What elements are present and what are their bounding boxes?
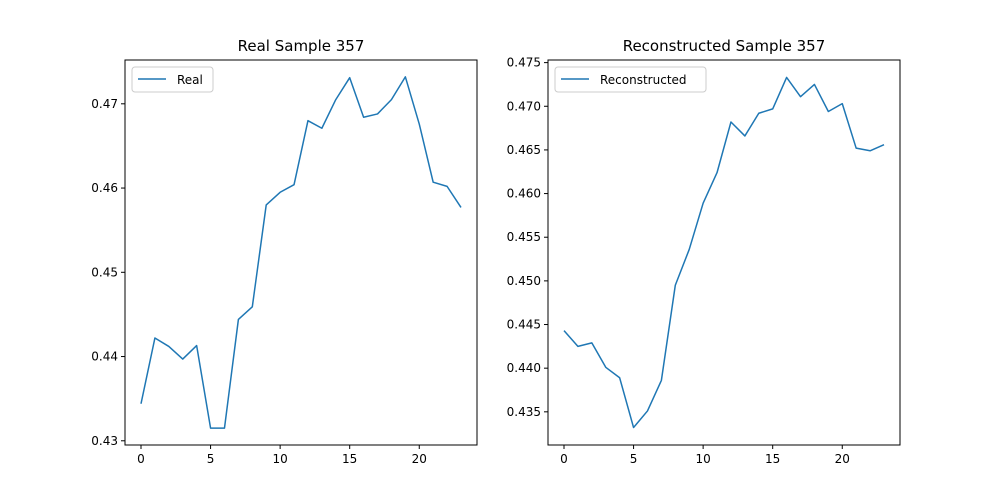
legend-label: Reconstructed [600,73,687,87]
y-tick-label: 0.470 [507,99,541,113]
y-tick-label: 0.465 [507,143,541,157]
legend-label: Real [177,73,203,87]
x-tick-label: 10 [272,452,287,466]
series-line [563,76,885,429]
y-tick-label: 0.450 [507,274,541,288]
y-tick-label: 0.44 [91,350,118,364]
x-tick-label: 0 [137,452,145,466]
y-tick-label: 0.475 [507,56,541,70]
y-tick-label: 0.43 [91,434,118,448]
y-tick-label: 0.440 [507,361,541,375]
y-tick-label: 0.47 [91,97,118,111]
legend-box [554,66,707,93]
y-tick-label: 0.445 [507,318,541,332]
y-tick-label: 0.455 [507,230,541,244]
x-tick-label: 15 [765,452,780,466]
plot-frame [547,59,901,446]
x-tick-label: 5 [630,452,638,466]
chart-reconstructed: Reconstructed Sample 357 0 5 10 15 20 0.435 0.… [507,37,901,466]
y-tick-label: 0.435 [507,405,541,419]
x-tick-label: 0 [560,452,568,466]
y-tick-label: 0.46 [91,181,118,195]
x-tick-label: 15 [342,452,357,466]
chart-title: Real Sample 357 [238,37,365,55]
legend-box [131,66,214,93]
x-tick-label: 20 [412,452,427,466]
x-tick-label: 5 [207,452,215,466]
series-line [140,76,462,429]
plot-frame [124,59,478,446]
legend: Real [131,66,214,93]
y-tick-label: 0.45 [91,265,118,279]
ticks-layer: 0 5 10 15 20 0.43 0.44 0.45 0.46 0.47 [91,97,427,466]
legend: Reconstructed [554,66,707,93]
chart-real: Real Sample 357 0 5 10 15 20 0.43 0.44 0.45 0.46… [91,37,478,466]
x-tick-label: 10 [695,452,710,466]
y-tick-label: 0.460 [507,187,541,201]
x-tick-label: 20 [835,452,850,466]
ticks-layer: 0 5 10 15 20 0.435 0.440 0.445 0.450 0.455 0.460 0.… [507,56,850,466]
chart-title: Reconstructed Sample 357 [623,37,826,55]
